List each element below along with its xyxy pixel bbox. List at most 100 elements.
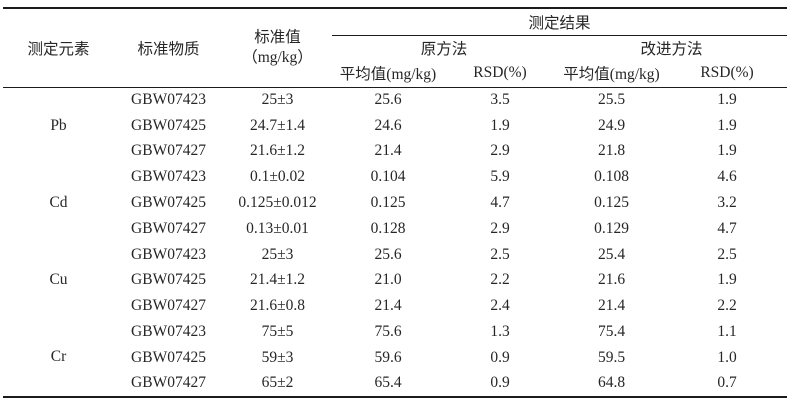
improved-rsd-cell: 2.5	[717, 245, 737, 263]
original-mean-cell: 24.6	[374, 116, 402, 134]
material-cell: GBW07427	[131, 297, 206, 315]
header-row-results: 测定元素 标准物质 标准值 （mg/kg） 测定结果	[3, 8, 788, 88]
table-header: 测定元素 标准物质 标准值 （mg/kg） 测定结果 原方法 改进方法 平均值(…	[3, 8, 788, 88]
original-rsd-cell: 1.9	[490, 116, 510, 134]
original-mean-cell: 21.4	[374, 297, 402, 315]
improved-mean-cell: 25.4	[597, 245, 626, 263]
element-cell: Cu	[49, 271, 68, 289]
table-row: GBW07425 21.4±1.2 21.0 2.2 21.6 1.9	[3, 268, 787, 294]
improved-rsd-cell: 2.2	[717, 297, 737, 315]
material-cell: GBW07427	[131, 219, 206, 237]
improved-mean-cell: 24.9	[597, 116, 626, 134]
improved-rsd-cell: 1.9	[717, 91, 737, 109]
table-row: Cr GBW07423 75±5 75.6 1.3 75.4 1.1	[3, 319, 787, 365]
header-improved-mean: 平均值(mg/kg)	[556, 60, 667, 88]
header-row-methods: 原方法 改进方法	[3, 35, 787, 60]
material-cell: GBW07423	[131, 323, 206, 341]
improved-mean-cell: 25.5	[597, 91, 626, 109]
header-improved-rsd: RSD(%)	[667, 60, 788, 88]
standard-value-cell: 21.4±1.2	[249, 271, 305, 289]
standard-value-cell: 0.1±0.02	[249, 168, 305, 186]
improved-rsd-cell: 3.2	[717, 194, 737, 212]
original-rsd-cell: 1.3	[490, 323, 510, 341]
table-body: Pb GBW07423 25±3 25.6 3.5 25.5 1.9 GBW07…	[3, 87, 787, 397]
improved-rsd-cell: 4.7	[717, 219, 737, 237]
table-row: Pb GBW07423 25±3 25.6 3.5 25.5 1.9	[3, 87, 787, 134]
header-original-method: 原方法	[420, 40, 468, 58]
table-row: GBW07425 0.125±0.012 0.125 4.7 0.125 3.2	[3, 190, 787, 216]
improved-mean-cell: 21.4	[597, 297, 626, 315]
table-row: Cu GBW07423 25±3 25.6 2.5 25.4 2.5	[3, 242, 787, 289]
material-cell: GBW07423	[131, 245, 206, 263]
table-row: GBW07427 21.6±1.2 21.4 2.9 21.8 1.9	[3, 139, 787, 165]
material-cell: GBW07425	[131, 271, 206, 289]
original-mean-cell: 75.6	[374, 323, 402, 341]
improved-mean-cell: 0.108	[594, 168, 629, 186]
improved-mean-cell: 75.4	[597, 323, 626, 341]
improved-mean-cell: 21.8	[597, 142, 626, 160]
header-element: 测定元素	[3, 8, 114, 88]
table-row: Cd GBW07423 0.1±0.02 0.104 5.9 0.108 4.6	[3, 164, 787, 211]
table-row: GBW07427 0.13±0.01 0.128 2.9 0.129 4.7	[3, 216, 787, 242]
improved-mean-cell: 64.8	[597, 374, 626, 392]
improved-rsd-cell: 1.1	[717, 323, 737, 341]
header-original-rsd: RSD(%)	[444, 60, 556, 88]
original-rsd-cell: 4.7	[490, 194, 510, 212]
header-row-measures: 平均值(mg/kg) RSD(%) 平均值(mg/kg) RSD(%)	[3, 60, 788, 88]
element-cell: Cd	[49, 194, 68, 212]
original-mean-cell: 0.125	[370, 194, 406, 212]
improved-rsd-cell: 1.9	[717, 142, 737, 160]
improved-rsd-cell: 1.9	[717, 116, 737, 134]
original-mean-cell: 65.4	[374, 374, 402, 392]
table-row: GBW07427 65±2 65.4 0.9 64.8 0.7	[3, 371, 787, 397]
element-cell: Cr	[50, 348, 67, 366]
results-table: 测定元素 标准物质 标准值 （mg/kg） 测定结果 原方法 改进方法 平均值(…	[3, 7, 788, 398]
standard-value-cell: 59±3	[261, 348, 294, 366]
material-cell: GBW07427	[131, 142, 206, 160]
material-cell: GBW07425	[131, 116, 206, 134]
table-row: GBW07425 59±3 59.6 0.9 59.5 1.0	[3, 345, 787, 371]
standard-value-cell: 75±5	[261, 323, 294, 341]
element-cell: Pb	[50, 116, 67, 134]
standard-value-cell: 21.6±1.2	[249, 142, 305, 160]
improved-rsd-cell: 4.6	[717, 168, 737, 186]
original-mean-cell: 21.4	[374, 142, 402, 160]
standard-value-cell: 65±2	[261, 374, 294, 392]
original-rsd-cell: 2.5	[490, 245, 510, 263]
original-mean-cell: 0.128	[370, 219, 406, 237]
standard-value-cell: 24.7±1.4	[249, 116, 305, 134]
original-rsd-cell: 5.9	[490, 168, 510, 186]
improved-mean-cell: 0.129	[594, 219, 629, 237]
standard-value-cell: 25±3	[261, 245, 294, 263]
original-rsd-cell: 0.9	[490, 348, 510, 366]
improved-mean-cell: 0.125	[594, 194, 629, 212]
header-standard-value-line1: 标准值	[254, 29, 301, 47]
original-mean-cell: 0.104	[370, 168, 406, 186]
improved-rsd-cell: 0.7	[717, 374, 737, 392]
header-material: 标准物质	[114, 8, 223, 88]
standard-value-cell: 0.125±0.012	[238, 194, 317, 212]
original-mean-cell: 25.6	[374, 91, 402, 109]
header-results: 测定结果	[332, 8, 788, 36]
table-row: GBW07427 21.6±0.8 21.4 2.4 21.4 2.2	[3, 293, 787, 319]
original-rsd-cell: 0.9	[490, 374, 510, 392]
original-rsd-cell: 2.2	[490, 271, 510, 289]
standard-value-cell: 21.6±0.8	[249, 297, 305, 315]
header-improved-method: 改进方法	[640, 40, 703, 58]
table-row: GBW07425 24.7±1.4 24.6 1.9 24.9 1.9	[3, 113, 787, 139]
standard-value-cell: 0.13±0.01	[246, 219, 309, 237]
material-cell: GBW07427	[131, 374, 206, 392]
original-mean-cell: 59.6	[374, 348, 402, 366]
improved-rsd-cell: 1.0	[717, 348, 737, 366]
original-rsd-cell: 2.9	[490, 142, 510, 160]
material-cell: GBW07425	[131, 348, 206, 366]
material-cell: GBW07423	[131, 91, 206, 109]
original-mean-cell: 25.6	[374, 245, 402, 263]
header-standard-value-line2: （mg/kg）	[242, 48, 313, 66]
material-cell: GBW07425	[131, 194, 206, 212]
material-cell: GBW07423	[131, 168, 206, 186]
original-rsd-cell: 2.4	[490, 297, 510, 315]
header-original-mean: 平均值(mg/kg)	[332, 60, 444, 88]
improved-rsd-cell: 1.9	[717, 271, 737, 289]
original-mean-cell: 21.0	[374, 271, 402, 289]
